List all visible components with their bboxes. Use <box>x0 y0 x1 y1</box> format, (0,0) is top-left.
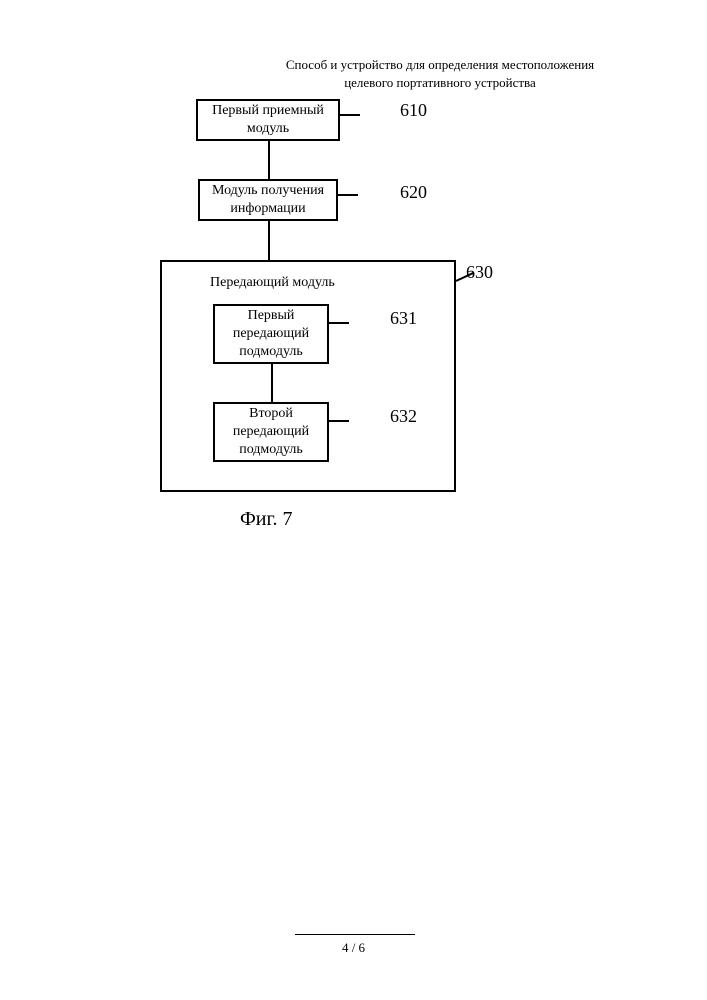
node-632-line1: Второй <box>249 405 293 423</box>
node-620-line2: информации <box>230 200 305 218</box>
node-first-receiving-module: Первый приемный модуль <box>196 99 340 141</box>
node-632-line2: передающий <box>233 423 309 441</box>
ref-label-630: 630 <box>466 262 493 283</box>
connector-631-632 <box>271 364 273 402</box>
ref-label-631: 631 <box>390 308 417 329</box>
node-630-label: Передающий модуль <box>210 275 335 291</box>
ref-tick-632 <box>329 420 349 422</box>
title-line-2: целевого портативного устройства <box>280 74 600 92</box>
ref-tick-610 <box>340 114 360 116</box>
page-title: Способ и устройство для определения мест… <box>280 56 600 92</box>
ref-label-632: 632 <box>390 406 417 427</box>
ref-tick-631 <box>329 322 349 324</box>
ref-tick-620 <box>338 194 358 196</box>
node-second-transmitting-submodule: Второй передающий подмодуль <box>213 402 329 462</box>
node-632-line3: подмодуль <box>239 441 303 459</box>
title-line-1: Способ и устройство для определения мест… <box>280 56 600 74</box>
node-631-line3: подмодуль <box>239 343 303 361</box>
page: Способ и устройство для определения мест… <box>0 0 707 1000</box>
node-first-transmitting-submodule: Первый передающий подмодуль <box>213 304 329 364</box>
node-610-line2: модуль <box>247 120 289 138</box>
page-number-divider <box>295 934 415 935</box>
ref-label-620: 620 <box>400 182 427 203</box>
figure-caption: Фиг. 7 <box>240 508 292 531</box>
node-631-line1: Первый <box>248 307 295 325</box>
page-number: 4 / 6 <box>0 940 707 956</box>
node-631-line2: передающий <box>233 325 309 343</box>
ref-label-610: 610 <box>400 100 427 121</box>
node-610-line1: Первый приемный <box>212 102 324 120</box>
connector-620-630 <box>268 221 270 260</box>
node-info-receiving-module: Модуль получения информации <box>198 179 338 221</box>
connector-610-620 <box>268 141 270 179</box>
node-620-line1: Модуль получения <box>212 182 324 200</box>
